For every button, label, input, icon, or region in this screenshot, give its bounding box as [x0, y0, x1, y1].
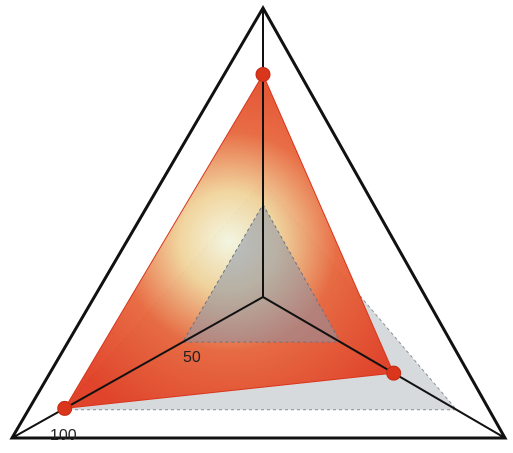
axis-line-3	[11, 296, 264, 439]
data-point-3	[57, 400, 73, 416]
series-red-area	[63, 73, 395, 409]
radar-frame	[9, 4, 508, 440]
axis-line-2	[262, 296, 506, 439]
data-point-1	[255, 66, 271, 82]
data-point-2	[386, 365, 402, 381]
series-inner-overlay	[181, 203, 342, 343]
tick-label-100: 100	[50, 427, 77, 444]
tick-label-50: 50	[183, 349, 201, 366]
